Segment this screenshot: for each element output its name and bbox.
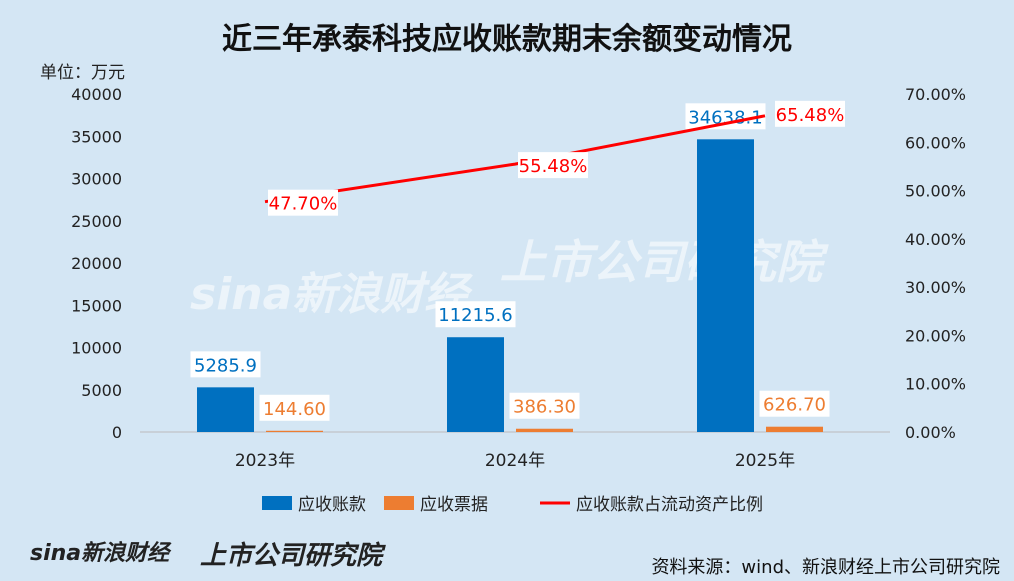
data-label: 11215.6 — [438, 305, 512, 326]
data-label-bg — [435, 301, 516, 328]
y2-tick-label: 70.00% — [905, 85, 966, 104]
y-tick-label: 40000 — [71, 85, 122, 104]
y-tick-label: 35000 — [71, 127, 122, 146]
line-data-label-bg — [268, 189, 338, 216]
y2-tick-label: 60.00% — [905, 133, 966, 152]
y2-tick-label: 50.00% — [905, 182, 966, 201]
institute-logo: 上市公司研究院 — [200, 541, 383, 571]
data-label: 386.30 — [513, 397, 576, 418]
line-data-label-bg — [518, 152, 588, 179]
line-ratio — [264, 114, 766, 204]
x-tick-label: 2023年 — [235, 451, 295, 471]
data-label-bg — [759, 390, 830, 417]
line-data-label: 55.48% — [519, 156, 588, 177]
y-tick-label: 25000 — [71, 212, 122, 231]
bar-receivable — [697, 139, 754, 433]
source-note: 资料来源：wind、新浪财经上市公司研究院 — [651, 557, 1000, 578]
y-tick-label: 5000 — [81, 381, 122, 400]
bar-receivable — [197, 387, 254, 432]
y-tick-label: 30000 — [71, 170, 122, 189]
data-label: 144.60 — [263, 399, 326, 420]
y2-tick-label: 40.00% — [905, 230, 966, 249]
y-tick-label: 20000 — [71, 254, 122, 273]
sina-logo: sina新浪财经 — [30, 541, 170, 566]
legend-label: 应收票据 — [420, 495, 488, 515]
legend-swatch — [384, 496, 414, 510]
legend-label: 应收账款占流动资产比例 — [576, 495, 763, 515]
legend-label: 应收账款 — [298, 495, 366, 515]
y2-tick-label: 0.00% — [905, 423, 956, 442]
y-tick-label: 15000 — [71, 296, 122, 315]
data-label-bg — [190, 351, 261, 378]
y2-tick-label: 10.00% — [905, 375, 966, 394]
y2-tick-label: 30.00% — [905, 278, 966, 297]
x-tick-label: 2024年 — [485, 451, 545, 471]
y-tick-label: 0 — [112, 423, 122, 442]
line-data-label-bg — [775, 100, 845, 127]
chart-title: 近三年承泰科技应收账款期末余额变动情况 — [222, 22, 792, 57]
bar-receivable — [447, 337, 504, 432]
watermark-institute: 上市公司研究院 — [500, 235, 822, 289]
line-data-label: 47.70% — [269, 194, 338, 215]
data-label: 5285.9 — [194, 355, 257, 376]
bar-notes — [766, 426, 823, 432]
data-label: 626.70 — [763, 395, 826, 416]
data-label: 34638.1 — [688, 107, 762, 128]
data-label-bg — [509, 392, 580, 419]
data-label-bg — [259, 394, 330, 421]
line-data-label: 65.48% — [776, 105, 845, 126]
x-tick-label: 2025年 — [735, 451, 795, 471]
bar-notes — [516, 428, 573, 432]
y-tick-label: 10000 — [71, 339, 122, 358]
bar-notes — [266, 430, 323, 432]
legend-swatch — [262, 496, 292, 510]
y-axis-unit: 单位：万元 — [40, 63, 125, 83]
y2-tick-label: 20.00% — [905, 326, 966, 345]
watermark-sina: sina新浪财经 — [190, 269, 469, 320]
